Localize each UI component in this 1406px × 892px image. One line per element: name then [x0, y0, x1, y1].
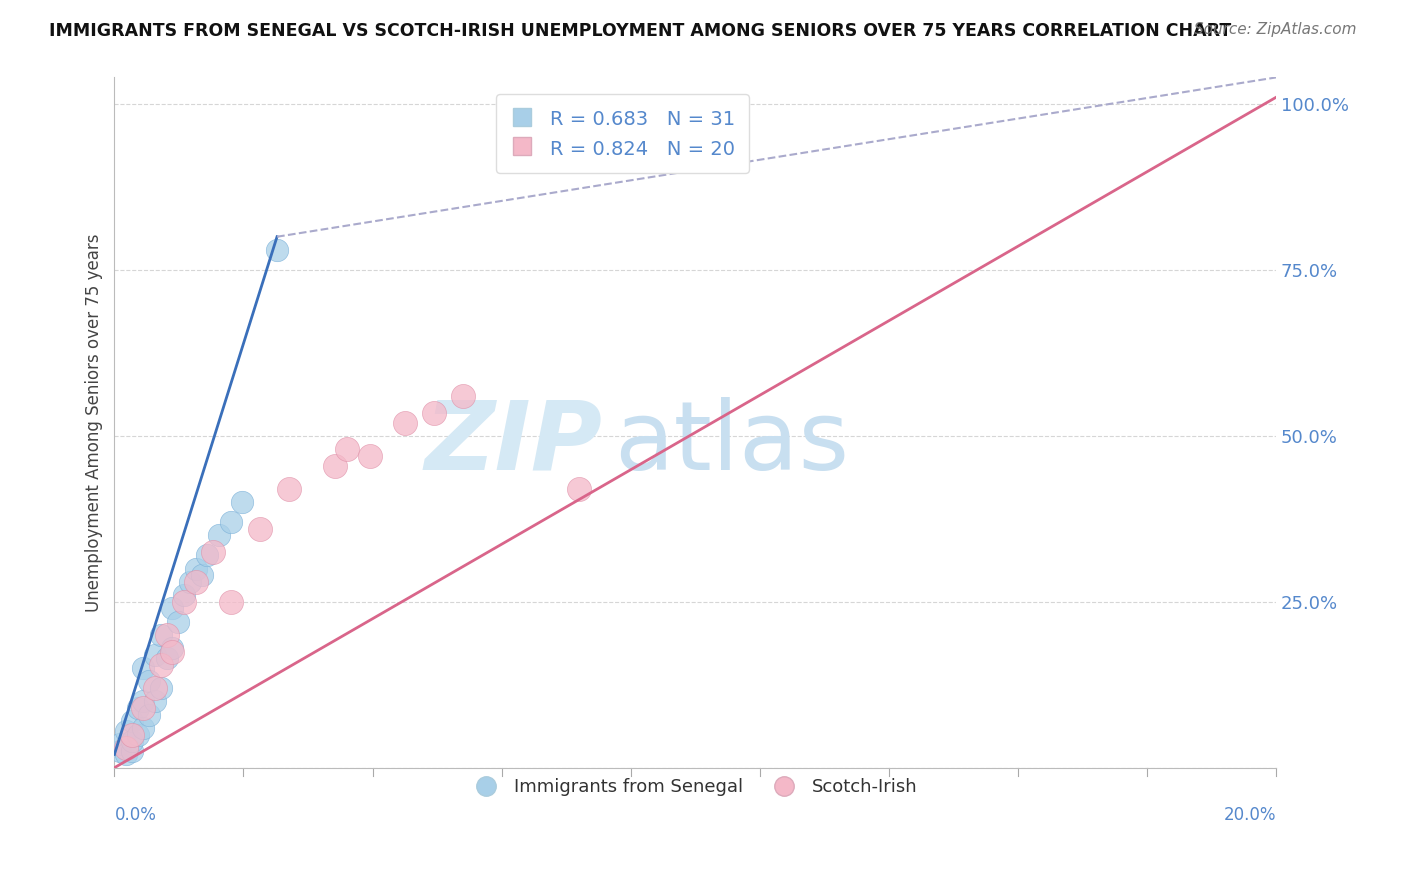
Point [162, 644, 184, 658]
Point [110, 744, 132, 758]
Point [195, 549, 218, 563]
Point [266, 243, 288, 257]
Point [202, 545, 225, 559]
Point [138, 707, 160, 722]
Point [219, 515, 242, 529]
Legend: Immigrants from Senegal, Scotch-Irish: Immigrants from Senegal, Scotch-Irish [465, 771, 925, 804]
Point [132, 701, 155, 715]
Point [132, 694, 155, 708]
Point [115, 740, 138, 755]
Text: 0.0%: 0.0% [114, 805, 156, 823]
Point [143, 694, 166, 708]
Text: Source: ZipAtlas.com: Source: ZipAtlas.com [1194, 22, 1357, 37]
Point [121, 734, 143, 748]
Point [115, 724, 138, 739]
Point [162, 641, 184, 656]
Point [110, 738, 132, 752]
Point [121, 714, 143, 729]
Point [173, 595, 195, 609]
Point [167, 615, 190, 629]
Point [127, 701, 149, 715]
Point [208, 528, 231, 542]
Point [132, 661, 155, 675]
Point [423, 406, 446, 420]
Point [179, 574, 201, 589]
Point [184, 561, 207, 575]
Point [121, 744, 143, 758]
Text: 20.0%: 20.0% [1223, 805, 1277, 823]
Text: ZIP: ZIP [425, 397, 602, 490]
Point [184, 574, 207, 589]
Point [451, 389, 474, 403]
Point [277, 482, 299, 496]
Point [323, 458, 346, 473]
Point [190, 568, 212, 582]
Point [173, 588, 195, 602]
Point [149, 681, 172, 695]
Point [156, 651, 179, 665]
Text: atlas: atlas [614, 397, 849, 490]
Point [162, 601, 184, 615]
Point [156, 628, 179, 642]
Point [336, 442, 359, 456]
Y-axis label: Unemployment Among Seniors over 75 years: Unemployment Among Seniors over 75 years [86, 234, 103, 612]
Point [231, 495, 253, 509]
Point [121, 727, 143, 741]
Point [138, 674, 160, 689]
Point [394, 416, 416, 430]
Point [219, 595, 242, 609]
Point [127, 727, 149, 741]
Point [249, 522, 271, 536]
Point [359, 449, 381, 463]
Point [143, 648, 166, 662]
Point [568, 482, 591, 496]
Point [149, 628, 172, 642]
Point [149, 657, 172, 672]
Point [143, 681, 166, 695]
Point [115, 747, 138, 762]
Text: IMMIGRANTS FROM SENEGAL VS SCOTCH-IRISH UNEMPLOYMENT AMONG SENIORS OVER 75 YEARS: IMMIGRANTS FROM SENEGAL VS SCOTCH-IRISH … [49, 22, 1232, 40]
Point [132, 721, 155, 735]
